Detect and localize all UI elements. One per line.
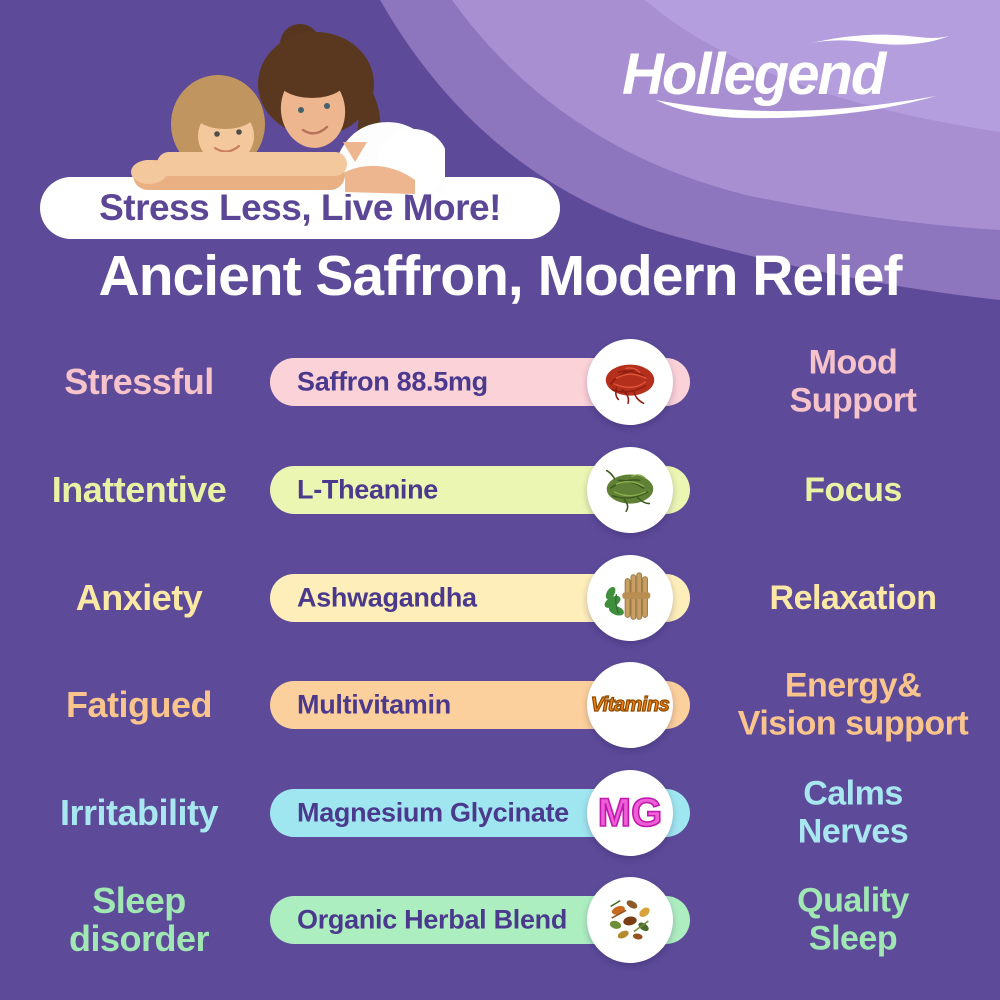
ingredient-circle [587, 555, 673, 641]
benefit-label: Focus [804, 470, 902, 509]
problem-label: Inattentive [51, 468, 227, 510]
page-title: Ancient Saffron, Modern Relief [98, 244, 903, 308]
ashwagandha-root-icon [604, 572, 651, 620]
saffron-threads-icon [605, 364, 655, 405]
ingredient-name: Ashwagandha [297, 582, 477, 613]
ingredient-row-ashwagandha: Anxiety Ashwagandha [0, 544, 1000, 652]
herbal-blend-icon [609, 899, 650, 940]
ingredient-circle: MG [587, 770, 673, 856]
problem-label: Irritability [59, 791, 219, 833]
vitamins-badge: Vitamins [590, 693, 670, 716]
ingredient-row-multivitamin: Fatigued Multivitamin Vitamins Energy& V… [0, 651, 1000, 759]
ingredient-row-herbal-blend: Sleep disorder Organic Herbal Blend [0, 866, 1000, 974]
ingredient-circle [587, 447, 673, 533]
logo-text: Hollegend [622, 42, 888, 107]
ingredient-circle: Vitamins [587, 662, 673, 748]
ingredient-row-saffron: Stressful Saffron 88.5mg Mood Support [0, 328, 1000, 436]
wave-lightest [645, 0, 1000, 132]
brand-logo: Hollegend [622, 34, 954, 119]
ingredient-circle [587, 877, 673, 963]
logo-top-swash [808, 34, 954, 45]
ingredient-name: Multivitamin [297, 689, 451, 720]
ingredient-row-theanine: Inattentive L-Theanine Focus [0, 436, 1000, 544]
benefit-label: Energy& Vision support [737, 666, 969, 743]
background-waves [380, 0, 1000, 300]
mg-badge: MG [597, 790, 663, 836]
benefit-label: Quality Sleep [797, 881, 909, 958]
ingredient-row-magnesium: Irritability Magnesium Glycinate MG Calm… [0, 759, 1000, 867]
tea-leaves-icon [605, 469, 654, 513]
ingredient-name: L-Theanine [297, 474, 439, 505]
ingredient-name: Saffron 88.5mg [297, 366, 488, 397]
problem-label: Sleep disorder [68, 879, 210, 959]
benefit-label: Calms Nerves [797, 774, 909, 851]
ingredient-circle [587, 339, 673, 425]
problem-label: Anxiety [75, 576, 203, 618]
ingredient-name: Magnesium Glycinate [297, 797, 569, 828]
problem-label: Fatigued [66, 683, 213, 725]
benefit-label: Mood Support [789, 343, 917, 420]
ingredient-name: Organic Herbal Blend [297, 904, 568, 935]
problem-label: Stressful [64, 360, 214, 402]
logo-bottom-swash [656, 96, 936, 119]
mother-child-photo [131, 24, 445, 195]
benefit-label: Relaxation [769, 578, 937, 617]
